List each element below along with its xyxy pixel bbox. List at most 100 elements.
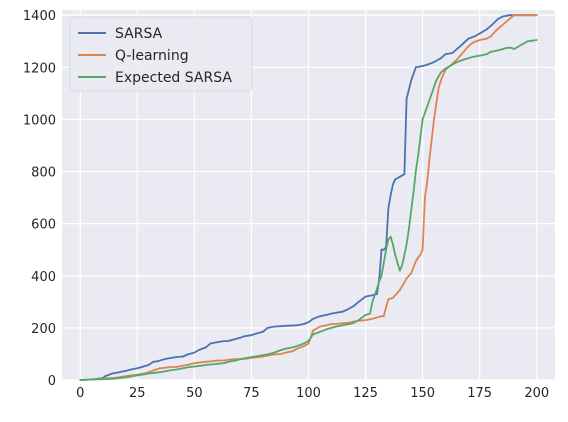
data-point [508, 18, 511, 20]
data-point [389, 235, 392, 238]
data-point [376, 316, 378, 319]
data-point [216, 359, 219, 362]
data-point [382, 315, 385, 318]
data-point [255, 332, 257, 335]
data-point [157, 360, 159, 363]
data-point [175, 356, 178, 358]
data-point [307, 342, 310, 345]
data-point [204, 364, 207, 366]
data-point [335, 325, 337, 328]
data-point [380, 315, 383, 318]
data-point [284, 324, 287, 327]
data-point [371, 300, 374, 303]
data-point [223, 362, 226, 364]
data-point [159, 371, 162, 374]
data-point [506, 46, 508, 49]
data-point [462, 58, 465, 61]
data-point [460, 44, 463, 47]
data-point [499, 26, 502, 28]
data-point [405, 243, 408, 246]
data-point [382, 261, 385, 264]
data-point [403, 281, 406, 284]
data-point [211, 363, 214, 366]
data-point [166, 366, 168, 369]
data-point [364, 319, 367, 321]
data-point [478, 54, 481, 57]
data-point [387, 238, 390, 241]
data-point [405, 97, 408, 100]
data-point [428, 157, 431, 160]
data-point [467, 57, 470, 60]
data-point [403, 173, 406, 176]
data-point [433, 61, 435, 63]
y-tick-label: 200 [31, 322, 56, 337]
data-point [526, 40, 529, 43]
data-point [243, 335, 246, 338]
data-point [280, 353, 282, 355]
data-point [186, 353, 189, 356]
x-tick-label: 125 [353, 386, 378, 401]
tick-labels: 0 25 50 75 100 125 150 175 200 0 200 400 600 800 1000 1… [23, 9, 549, 401]
data-point [517, 45, 520, 48]
data-point [193, 365, 196, 368]
data-point [341, 310, 344, 313]
data-point [198, 349, 200, 351]
x-tick-label: 25 [129, 386, 146, 401]
data-point [474, 35, 476, 37]
data-point [467, 37, 470, 40]
data-point [79, 379, 82, 381]
data-point [204, 360, 207, 363]
data-point [200, 361, 203, 364]
data-point [182, 367, 184, 370]
data-point [325, 324, 328, 327]
data-point [312, 317, 314, 320]
data-point [394, 294, 397, 297]
x-tick-label: 200 [524, 386, 549, 401]
y-tick-label: 1400 [23, 9, 56, 24]
data-point [325, 328, 328, 331]
data-point [319, 330, 321, 333]
data-point [188, 366, 191, 368]
data-point [147, 372, 150, 375]
data-point [414, 66, 417, 69]
x-tick-label: 150 [410, 386, 435, 401]
legend-label: Q-learning [115, 48, 189, 64]
data-point [497, 18, 499, 20]
data-point [335, 311, 337, 314]
data-point [467, 45, 470, 48]
data-point [216, 362, 219, 365]
data-point [296, 324, 298, 327]
data-point [401, 264, 403, 267]
data-point [223, 359, 226, 362]
y-tick-label: 1200 [23, 61, 56, 76]
data-point [414, 170, 417, 173]
data-point [398, 269, 401, 272]
data-point [312, 333, 314, 336]
data-point [451, 63, 454, 66]
data-point [170, 369, 173, 371]
data-point [392, 297, 394, 299]
data-point [394, 178, 397, 181]
data-point [440, 79, 442, 82]
data-point [234, 359, 237, 362]
data-point [490, 50, 492, 53]
data-point [296, 345, 298, 347]
data-point [403, 254, 406, 256]
x-tick-label: 50 [186, 386, 203, 401]
data-point [524, 14, 527, 17]
data-point [111, 372, 114, 375]
data-point [319, 315, 321, 318]
data-point [478, 39, 481, 41]
y-tick-label: 600 [31, 218, 56, 233]
data-point [531, 39, 534, 42]
data-point [200, 364, 203, 367]
data-point [444, 67, 447, 70]
data-point [508, 14, 511, 17]
data-point [239, 358, 241, 361]
data-point [303, 345, 305, 347]
data-point [120, 377, 123, 379]
data-point [143, 373, 146, 376]
data-point [417, 256, 419, 259]
data-point [494, 29, 497, 32]
